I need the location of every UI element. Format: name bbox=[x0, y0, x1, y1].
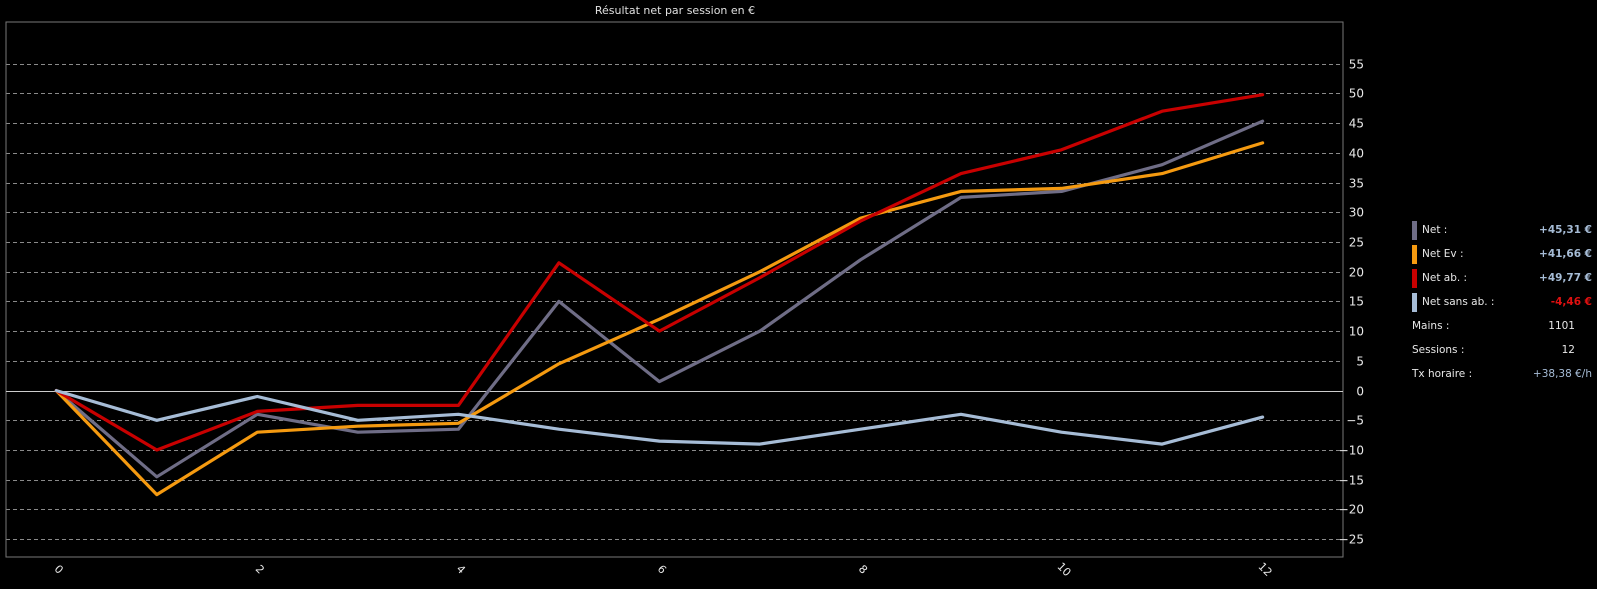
axes bbox=[5, 21, 1344, 558]
series-line bbox=[54, 119, 1265, 479]
legend-item-net-ab: Net ab. : +49,77 € bbox=[1412, 269, 1592, 296]
x-tick-label: 6 bbox=[655, 562, 669, 576]
y-tick-label: −20 bbox=[1339, 503, 1364, 517]
y-tick-label: 25 bbox=[1349, 236, 1364, 250]
y-tick-label: 55 bbox=[1349, 58, 1364, 72]
legend-item-net: Net : +45,31 € bbox=[1412, 221, 1592, 248]
x-tick-label: 12 bbox=[1256, 560, 1275, 579]
series-line bbox=[54, 93, 1265, 452]
stat-mains: Mains : 1101 bbox=[1412, 320, 1592, 344]
x-tick-label: 10 bbox=[1054, 560, 1073, 579]
legend: Net : +45,31 € Net Ev : +41,66 € Net ab.… bbox=[1412, 221, 1592, 392]
legend-swatch bbox=[1412, 293, 1417, 312]
y-tick-label: 30 bbox=[1349, 206, 1364, 220]
legend-swatch bbox=[1412, 221, 1417, 240]
grid bbox=[6, 64, 1343, 540]
legend-label: Net ab. : bbox=[1422, 272, 1468, 284]
series-line bbox=[54, 141, 1265, 497]
stat-tx-horaire: Tx horaire : +38,38 €/h bbox=[1412, 368, 1592, 392]
legend-swatch bbox=[1412, 269, 1417, 288]
legend-item-net-sans-ab: Net sans ab. : -4,46 € bbox=[1412, 293, 1592, 320]
stat-value: +38,38 €/h bbox=[1532, 368, 1592, 380]
legend-value: +41,66 € bbox=[1539, 248, 1592, 260]
y-tick-label: 45 bbox=[1349, 117, 1364, 131]
y-tick-label: 50 bbox=[1349, 87, 1364, 101]
stat-label: Tx horaire : bbox=[1412, 368, 1473, 380]
plot-frame bbox=[5, 21, 1344, 558]
y-tick-label: 10 bbox=[1349, 325, 1364, 339]
x-tick-label: 4 bbox=[454, 562, 468, 576]
legend-swatch bbox=[1412, 245, 1417, 264]
stat-label: Sessions : bbox=[1412, 344, 1465, 356]
y-tick-label: −25 bbox=[1339, 533, 1364, 547]
y-tick-label: 35 bbox=[1349, 177, 1364, 191]
x-tick-label: 0 bbox=[52, 562, 66, 576]
x-tick-label: 2 bbox=[253, 562, 267, 576]
y-tick-label: 15 bbox=[1349, 295, 1364, 309]
stat-value: 1101 bbox=[1548, 320, 1575, 332]
y-tick-label: 0 bbox=[1356, 385, 1364, 399]
series-line bbox=[54, 389, 1265, 446]
legend-value: -4,46 € bbox=[1550, 296, 1592, 308]
legend-item-net-ev: Net Ev : +41,66 € bbox=[1412, 245, 1592, 272]
legend-label: Net : bbox=[1422, 224, 1448, 236]
y-tick-label: 20 bbox=[1349, 266, 1364, 280]
y-tick-label: −10 bbox=[1339, 444, 1364, 458]
legend-value: +49,77 € bbox=[1539, 272, 1592, 284]
x-tick-label: 8 bbox=[856, 562, 870, 576]
x-tick-labels: 0 2 4 6 8 10 12 bbox=[52, 560, 1275, 579]
stat-label: Mains : bbox=[1412, 320, 1450, 332]
y-tick-label: 40 bbox=[1349, 147, 1364, 161]
legend-label: Net sans ab. : bbox=[1422, 296, 1495, 308]
y-tick-label: 5 bbox=[1356, 355, 1364, 369]
legend-label: Net Ev : bbox=[1422, 248, 1464, 260]
chart-title: Résultat net par session en € bbox=[594, 4, 756, 17]
stat-value: 12 bbox=[1561, 344, 1575, 356]
y-tick-labels: −25 −20 −15 −10 −5 0 5 10 15 20 25 30 35 40 45 50 55 bbox=[1339, 58, 1364, 547]
y-tick-label: −15 bbox=[1339, 474, 1364, 488]
y-tick-label: −5 bbox=[1346, 414, 1364, 428]
legend-value: +45,31 € bbox=[1539, 224, 1592, 236]
series-lines bbox=[54, 93, 1265, 497]
stat-sessions: Sessions : 12 bbox=[1412, 344, 1592, 368]
